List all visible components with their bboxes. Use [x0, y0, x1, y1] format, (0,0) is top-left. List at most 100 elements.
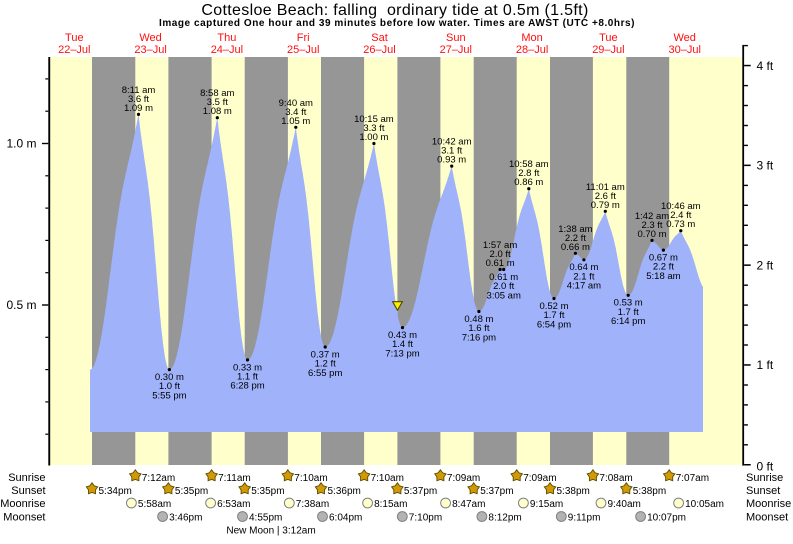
- svg-text:5:38pm: 5:38pm: [633, 486, 666, 497]
- svg-text:0.48 m: 0.48 m: [464, 314, 493, 325]
- svg-text:Sunset: Sunset: [11, 485, 45, 497]
- svg-text:3.4 ft: 3.4 ft: [285, 107, 306, 118]
- svg-text:27–Jul: 27–Jul: [440, 44, 472, 56]
- svg-text:2.4 ft: 2.4 ft: [670, 210, 691, 221]
- svg-text:3.3 ft: 3.3 ft: [363, 123, 384, 134]
- svg-text:0 ft: 0 ft: [757, 459, 774, 473]
- svg-text:0.73 m: 0.73 m: [666, 219, 695, 230]
- svg-text:5:18 am: 5:18 am: [646, 271, 680, 282]
- svg-text:0.64 m: 0.64 m: [569, 262, 598, 273]
- svg-text:2.1 ft: 2.1 ft: [573, 271, 594, 282]
- svg-text:8:15am: 8:15am: [374, 499, 407, 510]
- svg-text:2.2 ft: 2.2 ft: [565, 233, 586, 244]
- svg-text:1.1 ft: 1.1 ft: [237, 372, 258, 383]
- svg-text:5:38pm: 5:38pm: [557, 486, 590, 497]
- svg-text:2.0 ft: 2.0 ft: [493, 281, 514, 292]
- svg-text:1.4 ft: 1.4 ft: [392, 339, 413, 350]
- svg-text:0.67 m: 0.67 m: [649, 253, 678, 264]
- svg-text:9:40 am: 9:40 am: [279, 98, 313, 109]
- svg-text:6:04pm: 6:04pm: [329, 512, 362, 523]
- svg-text:4 ft: 4 ft: [757, 59, 774, 73]
- svg-text:New Moon | 3:12am: New Moon | 3:12am: [226, 526, 315, 537]
- svg-text:Tue: Tue: [599, 32, 618, 44]
- svg-text:Sunrise: Sunrise: [746, 472, 783, 484]
- svg-text:Moonset: Moonset: [3, 512, 45, 524]
- svg-text:29–Jul: 29–Jul: [592, 44, 624, 56]
- svg-text:1.0 ft: 1.0 ft: [159, 381, 180, 392]
- svg-text:11:01 am: 11:01 am: [586, 182, 625, 193]
- svg-text:Mon: Mon: [521, 32, 542, 44]
- svg-text:1 ft: 1 ft: [757, 358, 774, 372]
- svg-text:0.37 m: 0.37 m: [311, 349, 340, 360]
- svg-text:1.05 m: 1.05 m: [281, 116, 310, 127]
- svg-text:0.53 m: 0.53 m: [614, 298, 643, 309]
- svg-text:5:58am: 5:58am: [138, 499, 171, 510]
- svg-text:1.08 m: 1.08 m: [203, 106, 232, 117]
- svg-text:Fri: Fri: [297, 32, 310, 44]
- svg-text:1.09 m: 1.09 m: [124, 103, 153, 114]
- svg-text:0.61 m: 0.61 m: [486, 258, 515, 269]
- svg-text:3:46pm: 3:46pm: [169, 512, 202, 523]
- svg-text:23–Jul: 23–Jul: [134, 44, 166, 56]
- svg-text:6:14 pm: 6:14 pm: [611, 316, 645, 327]
- svg-text:6:55 pm: 6:55 pm: [308, 368, 342, 379]
- svg-text:4:55pm: 4:55pm: [249, 512, 282, 523]
- svg-text:7:38am: 7:38am: [296, 499, 329, 510]
- svg-text:1.7 ft: 1.7 ft: [543, 310, 564, 321]
- svg-text:10:42 am: 10:42 am: [432, 137, 472, 148]
- svg-text:3.5 ft: 3.5 ft: [207, 97, 228, 108]
- svg-text:0.5 m: 0.5 m: [6, 298, 36, 312]
- svg-text:8:11 am: 8:11 am: [122, 85, 156, 96]
- svg-text:25–Jul: 25–Jul: [287, 44, 319, 56]
- svg-text:2.8 ft: 2.8 ft: [518, 168, 539, 179]
- svg-text:2.6 ft: 2.6 ft: [595, 191, 616, 202]
- svg-text:1:42 am: 1:42 am: [635, 211, 669, 222]
- svg-text:7:16 pm: 7:16 pm: [462, 332, 496, 343]
- svg-text:5:34pm: 5:34pm: [99, 486, 132, 497]
- svg-text:0.70 m: 0.70 m: [637, 229, 666, 240]
- svg-text:Sun: Sun: [446, 32, 466, 44]
- svg-text:5:36pm: 5:36pm: [328, 486, 361, 497]
- svg-text:9:11pm: 9:11pm: [568, 512, 601, 523]
- svg-text:9:15am: 9:15am: [530, 499, 563, 510]
- svg-text:1:57 am: 1:57 am: [483, 240, 517, 251]
- svg-text:Wed: Wed: [673, 32, 695, 44]
- svg-text:0.66 m: 0.66 m: [561, 242, 590, 253]
- svg-text:1.00 m: 1.00 m: [359, 132, 388, 143]
- svg-text:24–Jul: 24–Jul: [211, 44, 243, 56]
- svg-text:6:54 pm: 6:54 pm: [537, 319, 571, 330]
- svg-text:Image captured One hour and 39: Image captured One hour and 39 minutes b…: [159, 18, 635, 29]
- svg-text:5:55 pm: 5:55 pm: [152, 390, 186, 401]
- svg-text:5:35pm: 5:35pm: [251, 486, 284, 497]
- svg-text:2.3 ft: 2.3 ft: [641, 220, 662, 231]
- svg-text:Cottesloe Beach: falling ordi: Cottesloe Beach: falling ordinary tide a…: [201, 2, 588, 19]
- svg-text:0.30 m: 0.30 m: [155, 372, 184, 383]
- svg-text:Wed: Wed: [139, 32, 161, 44]
- svg-text:7:12am: 7:12am: [142, 473, 175, 484]
- svg-text:28–Jul: 28–Jul: [516, 44, 548, 56]
- svg-text:3:05 am: 3:05 am: [487, 290, 521, 301]
- svg-text:Moonrise: Moonrise: [746, 498, 791, 510]
- svg-text:26–Jul: 26–Jul: [363, 44, 395, 56]
- svg-text:Sat: Sat: [371, 32, 388, 44]
- svg-text:1.6 ft: 1.6 ft: [468, 323, 489, 334]
- svg-text:10:05am: 10:05am: [685, 499, 724, 510]
- svg-text:0.61 m: 0.61 m: [489, 272, 518, 283]
- svg-text:10:15 am: 10:15 am: [354, 114, 394, 125]
- svg-text:5:37pm: 5:37pm: [480, 486, 513, 497]
- svg-text:7:10am: 7:10am: [294, 473, 327, 484]
- svg-text:Tue: Tue: [65, 32, 84, 44]
- svg-text:6:53am: 6:53am: [217, 499, 250, 510]
- svg-text:7:10am: 7:10am: [371, 473, 404, 484]
- svg-text:5:37pm: 5:37pm: [404, 486, 437, 497]
- svg-text:3.6 ft: 3.6 ft: [128, 94, 149, 105]
- svg-text:0.43 m: 0.43 m: [388, 330, 417, 341]
- svg-text:1:38 am: 1:38 am: [558, 224, 592, 235]
- svg-text:7:09am: 7:09am: [523, 473, 556, 484]
- svg-text:0.93 m: 0.93 m: [437, 155, 466, 166]
- svg-text:0.86 m: 0.86 m: [514, 177, 543, 188]
- svg-text:10:07pm: 10:07pm: [647, 512, 686, 523]
- svg-text:30–Jul: 30–Jul: [668, 44, 700, 56]
- svg-text:9:40am: 9:40am: [608, 499, 641, 510]
- svg-text:7:07am: 7:07am: [676, 473, 709, 484]
